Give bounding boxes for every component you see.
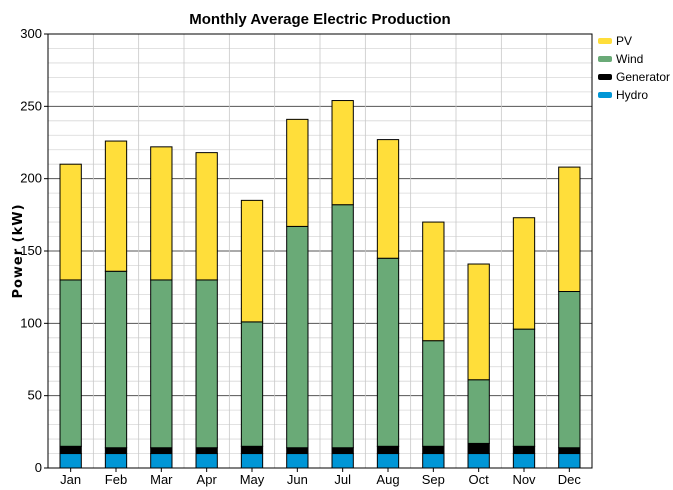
bar-pv-nov bbox=[512, 217, 536, 330]
bar-wind-may bbox=[240, 321, 264, 447]
bar-generator-1-oct bbox=[467, 442, 490, 455]
x-tick-label-sep: Sep bbox=[422, 472, 445, 487]
bar-wind-feb bbox=[104, 270, 128, 449]
bar-wind-apr bbox=[195, 279, 218, 449]
bar-generator-1-jul bbox=[331, 447, 354, 455]
bar-hydro-sep bbox=[422, 453, 445, 469]
bar-pv-feb bbox=[104, 140, 128, 272]
y-tick-label: 50 bbox=[28, 388, 42, 403]
y-tick-label: 300 bbox=[20, 26, 42, 41]
x-tick-label-dec: Dec bbox=[558, 472, 582, 487]
bar-pv-aug bbox=[376, 139, 400, 259]
bar-wind-jun bbox=[286, 225, 309, 449]
bar-wind-jan bbox=[59, 279, 82, 447]
legend-label-generator-1: Generator 1 bbox=[616, 70, 673, 84]
legend: PV Wind Generator 1 Hydro bbox=[598, 34, 673, 102]
legend-swatch-pv bbox=[598, 38, 612, 44]
bar-pv-sep bbox=[422, 221, 445, 342]
bar-hydro-apr bbox=[195, 453, 218, 469]
bar-generator-1-jan bbox=[59, 445, 82, 455]
bar-hydro-may bbox=[240, 453, 264, 469]
y-tick-label: 200 bbox=[20, 171, 42, 186]
bar-wind-sep bbox=[422, 340, 445, 447]
legend-label-pv: PV bbox=[616, 34, 632, 48]
bar-hydro-jun bbox=[286, 453, 309, 469]
bar-generator-1-nov bbox=[512, 445, 536, 455]
legend-swatch-hydro bbox=[598, 92, 612, 98]
y-tick-label: 0 bbox=[35, 460, 42, 475]
bar-wind-jul bbox=[331, 204, 354, 449]
bar-hydro-jan bbox=[59, 453, 82, 469]
bar-hydro-feb bbox=[104, 453, 128, 469]
bar-generator-1-jun bbox=[286, 447, 309, 455]
bar-pv-apr bbox=[195, 152, 218, 281]
bar-generator-1-may bbox=[240, 445, 264, 455]
y-tick-label: 150 bbox=[20, 243, 42, 258]
bar-wind-dec bbox=[558, 291, 581, 449]
x-axis-ticks: Jan Feb Mar Apr May Jun Jul Aug Sep Oct Nov Dec bbox=[60, 468, 581, 487]
x-tick-label-aug: Aug bbox=[376, 472, 399, 487]
y-axis-ticks: 0 50 100 150 200 250 300 bbox=[20, 26, 48, 475]
legend-swatch-wind bbox=[598, 56, 612, 62]
bar-wind-nov bbox=[512, 328, 536, 447]
bar-pv-mar bbox=[150, 146, 173, 281]
bar-pv-oct bbox=[467, 263, 490, 381]
y-tick-label: 250 bbox=[20, 98, 42, 113]
x-tick-label-apr: Apr bbox=[197, 472, 218, 487]
x-tick-label-nov: Nov bbox=[512, 472, 536, 487]
bar-pv-jul bbox=[331, 100, 354, 206]
bar-hydro-mar bbox=[150, 453, 173, 469]
bar-pv-dec bbox=[558, 166, 581, 293]
bar-generator-1-feb bbox=[104, 447, 128, 455]
bar-generator-1-mar bbox=[150, 447, 173, 455]
legend-label-wind: Wind bbox=[616, 52, 643, 66]
legend-label-hydro: Hydro bbox=[616, 88, 648, 102]
bar-hydro-jul bbox=[331, 453, 354, 469]
grid-lines bbox=[48, 33, 592, 469]
y-axis-label: Power (kW) bbox=[11, 203, 26, 298]
bar-pv-jun bbox=[286, 118, 309, 227]
bar-generator-1-aug bbox=[376, 445, 400, 455]
bar-wind-oct bbox=[467, 379, 490, 444]
x-tick-label-may: May bbox=[240, 472, 265, 487]
x-tick-label-jun: Jun bbox=[287, 472, 308, 487]
x-tick-label-feb: Feb bbox=[105, 472, 127, 487]
bar-pv-may bbox=[240, 199, 264, 323]
x-tick-label-jul: Jul bbox=[334, 472, 351, 487]
bar-wind-aug bbox=[376, 257, 400, 447]
bar-hydro-nov bbox=[512, 453, 536, 469]
bars bbox=[59, 100, 581, 469]
y-tick-label: 100 bbox=[20, 315, 42, 330]
x-tick-label-oct: Oct bbox=[469, 472, 490, 487]
bar-hydro-aug bbox=[376, 453, 400, 469]
bar-hydro-oct bbox=[467, 453, 490, 469]
bar-generator-1-sep bbox=[422, 445, 445, 455]
x-tick-label-jan: Jan bbox=[60, 472, 81, 487]
bar-hydro-dec bbox=[558, 453, 581, 469]
bar-wind-mar bbox=[150, 279, 173, 449]
legend-swatch-generator-1 bbox=[598, 74, 612, 80]
bar-generator-1-apr bbox=[195, 447, 218, 455]
x-tick-label-mar: Mar bbox=[150, 472, 173, 487]
bar-generator-1-dec bbox=[558, 447, 581, 455]
chart-title: Monthly Average Electric Production bbox=[189, 11, 450, 28]
bar-pv-jan bbox=[59, 163, 82, 281]
